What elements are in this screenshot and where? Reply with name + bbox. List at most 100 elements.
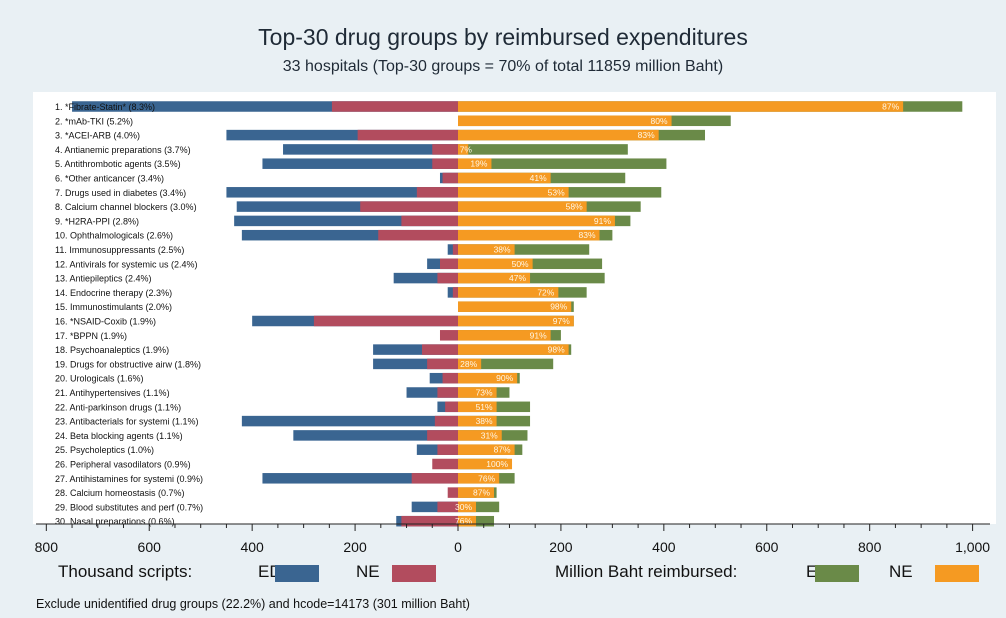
- x-tick-label: 200: [343, 539, 367, 555]
- bar-scripts-ne: [360, 201, 458, 212]
- bar-scripts-ne: [452, 287, 458, 298]
- category-label: 21. Antihypertensives (1.1%): [55, 388, 170, 398]
- bar-percent-label: 47%: [509, 273, 526, 283]
- bar-baht-ne: [458, 115, 672, 127]
- x-tick-label: 0: [454, 539, 462, 555]
- bar-scripts-ed: [236, 201, 458, 212]
- bar-percent-label: 53%: [548, 187, 565, 197]
- category-label: 23. Antibacterials for systemi (1.1%): [55, 417, 199, 427]
- bar-percent-label: 90%: [496, 373, 513, 383]
- bar-percent-label: 76%: [455, 516, 472, 526]
- bar-percent-label: 28%: [460, 359, 477, 369]
- category-label: 30. Nasal preparations (0.6%): [55, 517, 175, 527]
- bar-percent-label: 80%: [651, 116, 668, 126]
- legend-swatch-scripts-ne: [392, 565, 436, 582]
- bar-baht-ne: [458, 444, 515, 455]
- chart-title: Top-30 drug groups by reimbursed expendi…: [258, 24, 748, 50]
- bar-scripts-ne: [439, 330, 458, 341]
- category-label: 20. Urologicals (1.6%): [55, 374, 144, 384]
- bar-baht-ne: [458, 458, 513, 470]
- category-label: 14. Endocrine therapy (2.3%): [55, 288, 172, 298]
- bar-scripts-ne: [411, 473, 458, 484]
- x-tick-label: 600: [138, 539, 162, 555]
- bar-percent-label: 38%: [476, 416, 493, 426]
- bar-percent-label: 72%: [537, 287, 554, 297]
- x-tick-label: 400: [652, 539, 676, 555]
- bar-scripts-ed: [241, 229, 458, 241]
- bar-baht-ne: [458, 301, 572, 312]
- bar-scripts-ed: [234, 215, 458, 227]
- bar-scripts-ed: [373, 358, 458, 370]
- bar-percent-label: 100%: [486, 459, 508, 469]
- legend-baht-label: Million Baht reimbursed:: [555, 562, 738, 581]
- bar-baht-ne: [458, 229, 600, 241]
- chart-subtitle: 33 hospitals (Top-30 groups = 70% of tot…: [282, 58, 724, 75]
- legend-e-label: E: [806, 562, 818, 581]
- category-label: 1. *Fibrate-Statin* (8.3%): [55, 102, 155, 112]
- category-label: 3. *ACEI-ARB (4.0%): [55, 131, 140, 141]
- bar-scripts-ed: [283, 144, 458, 155]
- bar-scripts-ne: [437, 272, 458, 284]
- category-label: 5. Antithrombotic agents (3.5%): [55, 159, 181, 169]
- bar-scripts-ne: [432, 458, 458, 470]
- bar-scripts-ne: [432, 158, 458, 169]
- bar-baht-ne: [458, 315, 574, 327]
- bar-scripts-ed: [406, 387, 458, 398]
- category-label: 8. Calcium channel blockers (3.0%): [55, 202, 197, 212]
- bar-scripts-ed: [226, 187, 458, 198]
- bar-percent-label: 83%: [638, 130, 655, 140]
- bar-baht-e: [458, 272, 605, 284]
- bar-baht-ne: [458, 287, 559, 298]
- bar-scripts-ne: [439, 258, 458, 270]
- bar-baht-ne: [458, 344, 569, 355]
- bar-scripts-ne: [401, 215, 458, 227]
- bar-percent-label: 31%: [481, 430, 498, 440]
- bar-scripts-ne: [427, 430, 458, 441]
- bar-baht-ne: [458, 244, 515, 255]
- category-label: 4. Antianemic preparations (3.7%): [55, 145, 191, 155]
- bar-scripts-ne: [416, 187, 458, 198]
- bar-percent-label: 97%: [553, 316, 570, 326]
- category-label: 24. Beta blocking agents (1.1%): [55, 431, 183, 441]
- category-label: 25. Psycholeptics (1.0%): [55, 445, 154, 455]
- bar-baht-ne: [458, 387, 497, 398]
- bar-baht-ne: [458, 372, 518, 384]
- bar-scripts-ed: [72, 101, 459, 112]
- bar-percent-label: 87%: [882, 102, 899, 112]
- bar-baht-ne: [458, 401, 497, 413]
- category-label: 12. Antivirals for systemic us (2.4%): [55, 259, 198, 269]
- category-label: 6. *Other anticancer (3.4%): [55, 174, 164, 184]
- bar-percent-label: 87%: [494, 445, 511, 455]
- category-label: 27. Antihistamines for systemi (0.9%): [55, 474, 203, 484]
- bar-percent-label: 91%: [530, 330, 547, 340]
- legend-swatch-baht-ne: [935, 565, 979, 582]
- category-label: 29. Blood substitutes and perf (0.7%): [55, 502, 203, 512]
- x-tick-label: 200: [549, 539, 573, 555]
- bar-scripts-ne: [447, 487, 458, 498]
- category-label: 16. *NSAID-Coxib (1.9%): [55, 317, 156, 327]
- x-tick-label: 1,000: [955, 539, 990, 555]
- bar-scripts-ne: [445, 401, 458, 413]
- bar-baht-e: [458, 158, 667, 169]
- bar-scripts-ne: [437, 501, 458, 513]
- legend-scripts-label: Thousand scripts:: [58, 562, 193, 581]
- category-label: 28. Calcium homeostasis (0.7%): [55, 488, 185, 498]
- category-label: 22. Anti-parkinson drugs (1.1%): [55, 402, 181, 412]
- category-label: 18. Psychoanaleptics (1.9%): [55, 345, 169, 355]
- bar-baht-ne: [458, 415, 497, 427]
- bar-baht-ne: [458, 158, 492, 169]
- x-tick-label: 400: [240, 539, 264, 555]
- bar-baht-ne: [458, 144, 469, 155]
- legend-swatch-baht-ed: [815, 565, 859, 582]
- bar-baht-ne: [458, 187, 569, 198]
- bar-scripts-ne: [357, 129, 458, 141]
- bar-percent-label: 83%: [578, 230, 595, 240]
- category-label: 17. *BPPN (1.9%): [55, 331, 127, 341]
- bar-baht-ne: [458, 201, 587, 212]
- bar-percent-label: 7%: [460, 144, 473, 154]
- legend-swatch-scripts-ed: [275, 565, 319, 582]
- bar-percent-label: 98%: [548, 345, 565, 355]
- category-label: 15. Immunostimulants (2.0%): [55, 302, 172, 312]
- category-label: 2. *mAb-TKI (5.2%): [55, 116, 133, 126]
